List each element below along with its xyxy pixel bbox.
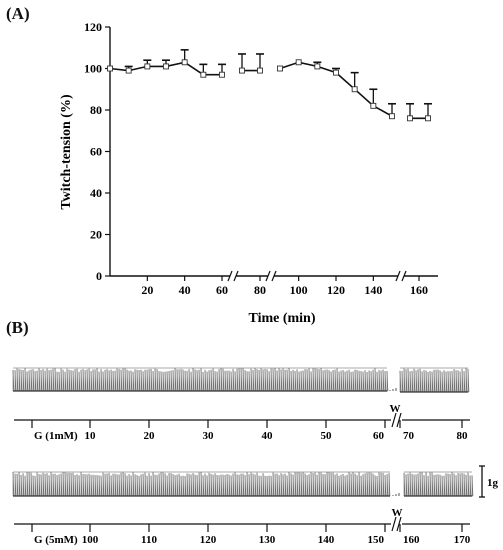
treatment-label: G (1mM) xyxy=(34,430,78,442)
trace-tick-label: 70 xyxy=(403,430,415,442)
data-point xyxy=(219,71,225,78)
trace-tick-label: 50 xyxy=(321,430,333,442)
x-tick-label: 160 xyxy=(410,283,428,297)
data-point xyxy=(277,65,283,72)
axis-break-mark xyxy=(401,270,407,282)
trace-tick-label: 170 xyxy=(454,534,471,546)
trace-tick-label: 20 xyxy=(144,430,156,442)
scale-bar-label: 1g xyxy=(487,477,499,489)
data-point xyxy=(200,71,207,78)
trace-tick-label: 160 xyxy=(403,534,420,546)
x-tick-label: 100 xyxy=(290,283,308,297)
twitch-trace-segment xyxy=(12,471,391,497)
x-tick-label: 20 xyxy=(141,283,153,297)
trace-tick-label: 80 xyxy=(457,430,469,442)
axis-break-mark xyxy=(391,412,397,428)
y-tick-label: 40 xyxy=(90,186,102,200)
trace-tick-label: 10 xyxy=(85,430,97,442)
trace-tick-label: 150 xyxy=(368,534,385,546)
data-point xyxy=(163,63,169,70)
trace-tick-label: 100 xyxy=(82,534,99,546)
twitch-trace-segment xyxy=(403,472,474,497)
x-tick-label: 140 xyxy=(364,283,382,297)
y-tick-label: 120 xyxy=(84,20,102,34)
y-tick-label: 20 xyxy=(90,228,102,242)
panel-b-label: (B) xyxy=(6,318,29,337)
data-point xyxy=(351,86,358,93)
axis-break-mark xyxy=(271,270,277,282)
trace-tick-label: 130 xyxy=(259,534,276,546)
data-point xyxy=(239,67,245,74)
y-tick-label: 100 xyxy=(84,62,102,76)
treatment-label: G (5mM) xyxy=(34,534,78,546)
data-point xyxy=(314,63,321,70)
axis-break-mark xyxy=(227,270,233,282)
data-point xyxy=(125,67,132,74)
data-point xyxy=(407,115,413,122)
trace-tick-label: 120 xyxy=(200,534,217,546)
trace-tick-label: 140 xyxy=(318,534,335,546)
x-tick-label: 40 xyxy=(179,283,191,297)
axis-break-mark xyxy=(396,412,402,428)
trace-tick-label: 40 xyxy=(262,430,274,442)
x-tick-label: 120 xyxy=(327,283,345,297)
x-tick-label: 80 xyxy=(254,283,266,297)
axis-break-mark xyxy=(265,270,271,282)
trace-tick-label: 110 xyxy=(141,534,157,546)
x-axis-title: Time (min) xyxy=(248,311,315,326)
data-point xyxy=(144,63,151,70)
washout-label: W xyxy=(392,507,403,519)
data-point xyxy=(425,115,431,122)
y-tick-label: 60 xyxy=(90,145,102,159)
trace-tick-label: 60 xyxy=(373,430,385,442)
data-point xyxy=(295,59,302,66)
data-point xyxy=(107,65,113,72)
washout-label: W xyxy=(390,403,401,415)
y-axis-title: Twitch-tension (%) xyxy=(59,94,74,210)
data-point xyxy=(257,67,263,74)
axis-break-mark xyxy=(395,270,401,282)
x-tick-label: 60 xyxy=(216,283,228,297)
trace-tick-label: 30 xyxy=(203,430,215,442)
twitch-tension-line-chart: 0 20 40 60 80 100 120 20 40 60 80 100 120 140 160 Time … xyxy=(59,20,438,326)
twitch-trace-segment xyxy=(12,367,389,392)
axis-break-mark xyxy=(396,516,402,532)
data-point xyxy=(370,102,377,109)
axis-break-mark xyxy=(233,270,239,282)
y-tick-label: 80 xyxy=(90,103,102,117)
data-point xyxy=(389,113,395,120)
data-point xyxy=(181,59,188,66)
twitch-trace-segment xyxy=(399,368,470,393)
data-point xyxy=(333,69,339,76)
axis-break-mark xyxy=(391,516,397,532)
panel-a-label: (A) xyxy=(6,4,30,23)
y-tick-label: 0 xyxy=(96,269,102,283)
